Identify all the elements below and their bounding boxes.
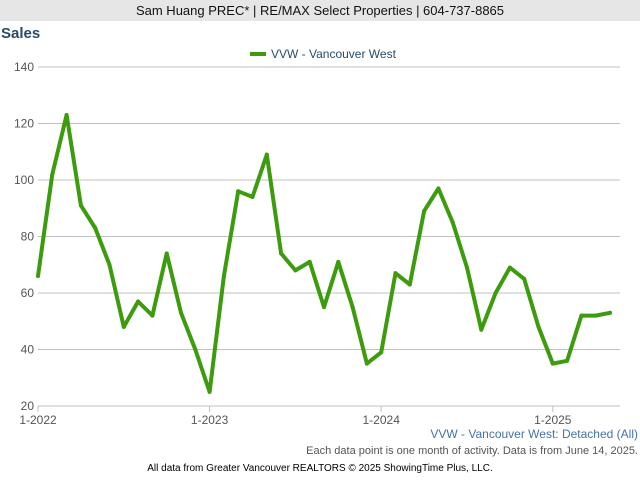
data-point [608,310,612,315]
data-point [179,310,183,315]
series-line [36,113,612,394]
data-point [465,265,469,270]
header-bar: Sam Huang PREC* | RE/MAX Select Properti… [0,0,640,21]
data-point [250,194,255,199]
data-point [107,262,112,267]
data-point [322,305,326,310]
data-point [579,313,584,318]
data-point [221,274,226,279]
data-point [36,274,40,279]
data-point [593,313,598,318]
y-tick-label: 40 [21,343,35,357]
data-point [550,361,555,366]
series-layer [36,113,612,394]
chart-legend[interactable]: VVW - Vancouver West [250,45,396,63]
y-tick-label: 100 [14,173,34,187]
x-tick-label: 1-2023 [191,413,229,427]
data-point [207,389,212,394]
data-point [307,259,312,264]
data-point [93,226,98,231]
header-text: Sam Huang PREC* | RE/MAX Select Properti… [135,3,505,18]
x-tick-label: 1-2022 [19,413,57,427]
data-point [493,291,498,295]
data-point [279,251,284,256]
data-point [150,313,155,318]
data-point [422,209,427,214]
data-point [479,327,484,332]
data-point [536,324,541,329]
data-point [565,358,570,363]
tick-labels: 20 40 60 80 100 120 140 1-2022 1-2023 1-2024 1-202… [14,60,572,427]
data-point [264,152,269,157]
x-tick-label: 1-2025 [534,413,572,427]
data-point [293,268,298,273]
data-point [64,113,69,118]
x-tick-label: 1-2024 [363,413,401,427]
data-credit: All data from Greater Vancouver REALTORS… [147,463,493,474]
data-point [121,324,126,329]
data-point [50,172,55,177]
axes [37,405,620,412]
legend-swatch [250,52,266,56]
data-point [364,361,369,366]
data-point [436,186,441,191]
grid-lines [38,66,620,407]
data-point [507,265,512,270]
data-point [450,220,455,225]
data-point [236,189,241,194]
data-point [336,259,341,264]
data-point [522,276,527,281]
y-tick-label: 20 [21,399,35,413]
data-point [193,347,198,352]
y-tick-label: 120 [14,117,34,131]
data-point [136,299,141,304]
legend-label: VVW - Vancouver West [271,47,396,61]
data-point [350,305,355,310]
y-tick-label: 140 [14,60,34,74]
data-point [379,350,384,355]
chart-subtitle: VVW - Vancouver West: Detached (All) [430,427,638,441]
y-tick-label: 80 [21,230,35,244]
data-point [164,251,169,256]
chart-title: Sales [1,25,41,42]
data-note: Each data point is one month of activity… [306,445,638,457]
data-point [407,282,412,287]
data-point [78,203,83,208]
data-point [393,271,398,276]
y-tick-label: 60 [21,286,35,300]
